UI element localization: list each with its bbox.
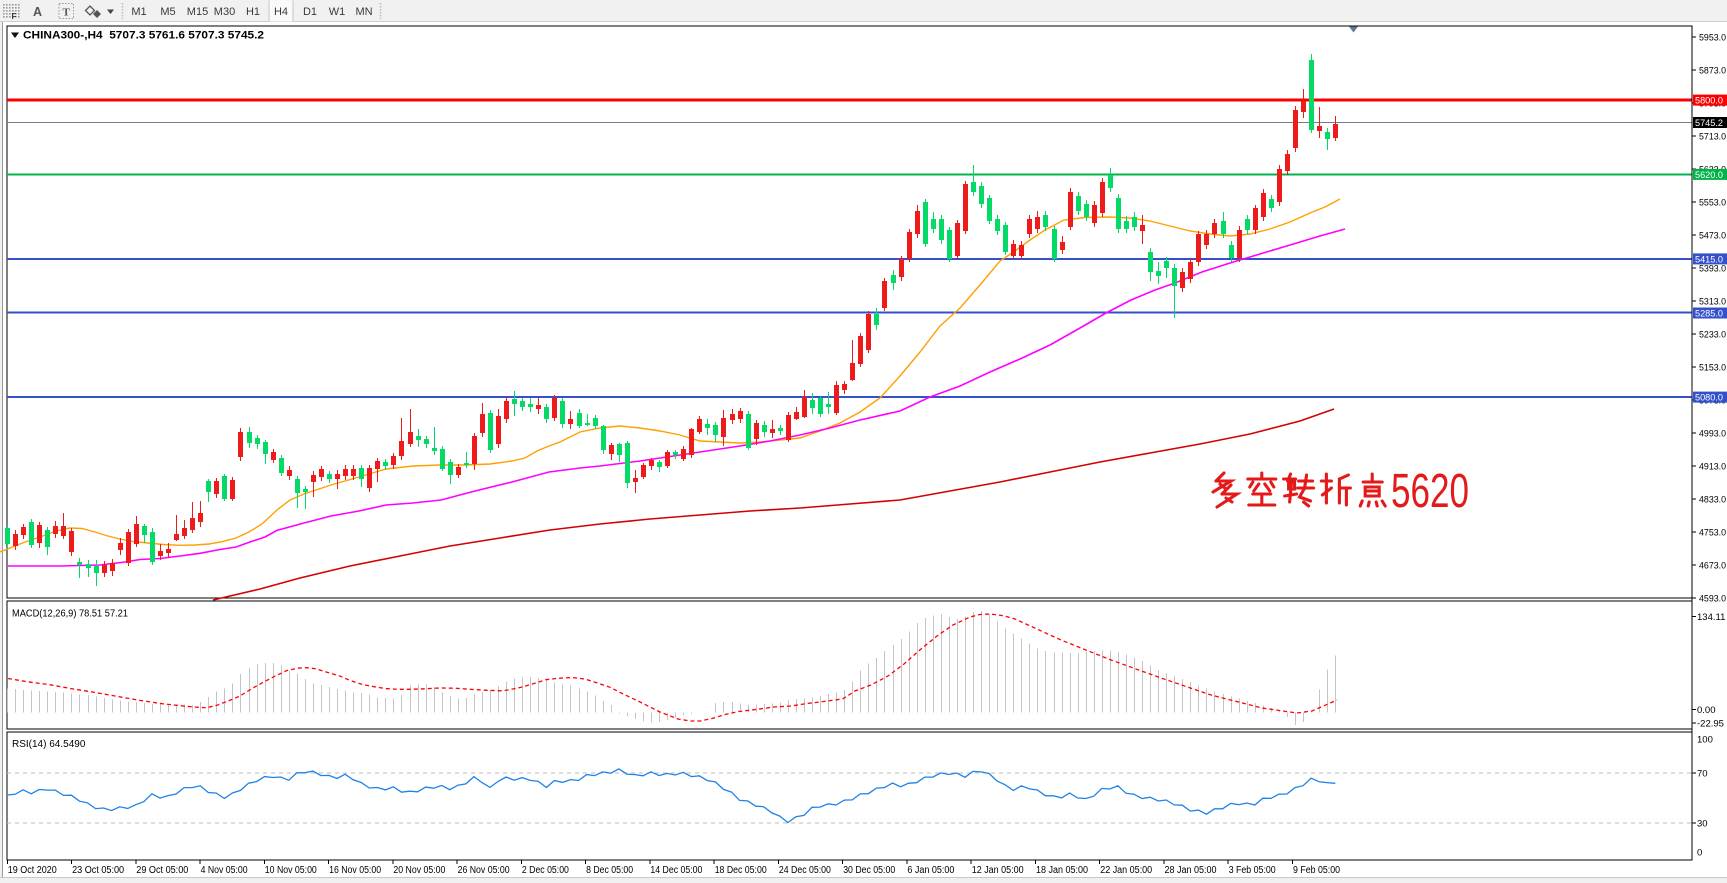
svg-text:12 Jan 05:00: 12 Jan 05:00 <box>972 865 1024 876</box>
svg-text:4593.0: 4593.0 <box>1699 594 1726 604</box>
svg-text:D1: D1 <box>303 6 317 18</box>
svg-text:A: A <box>33 5 42 19</box>
svg-text:19 Oct 2020: 19 Oct 2020 <box>8 865 57 876</box>
svg-text:4673.0: 4673.0 <box>1699 561 1726 571</box>
svg-text:4913.0: 4913.0 <box>1699 462 1726 472</box>
svg-text:W1: W1 <box>329 6 346 18</box>
svg-text:5620: 5620 <box>1391 464 1469 518</box>
svg-text:10 Nov 05:00: 10 Nov 05:00 <box>265 865 317 876</box>
svg-text:9 Feb 05:00: 9 Feb 05:00 <box>1293 865 1340 876</box>
svg-text:F: F <box>12 12 17 21</box>
svg-text:T: T <box>63 7 71 19</box>
svg-text:4993.0: 4993.0 <box>1699 429 1726 439</box>
svg-text:2 Dec 05:00: 2 Dec 05:00 <box>522 865 569 876</box>
svg-text:M5: M5 <box>160 6 175 18</box>
svg-text:H1: H1 <box>246 6 260 18</box>
svg-text:5393.0: 5393.0 <box>1699 264 1726 274</box>
svg-text:18 Jan 05:00: 18 Jan 05:00 <box>1036 865 1088 876</box>
svg-text:14 Dec 05:00: 14 Dec 05:00 <box>650 865 702 876</box>
svg-text:RSI(14) 64.5490: RSI(14) 64.5490 <box>12 739 86 750</box>
svg-text:CHINA300-,H4 5707.3 5761.6 57: CHINA300-,H4 5707.3 5761.6 5707.3 5745.2 <box>23 30 264 42</box>
svg-text:5800.0: 5800.0 <box>1695 96 1723 106</box>
svg-text:5233.0: 5233.0 <box>1699 330 1726 340</box>
svg-text:5553.0: 5553.0 <box>1699 198 1726 208</box>
svg-text:28 Jan 05:00: 28 Jan 05:00 <box>1165 865 1217 876</box>
svg-text:29 Oct 05:00: 29 Oct 05:00 <box>136 865 188 876</box>
svg-text:MN: MN <box>355 6 372 18</box>
svg-text:5953.0: 5953.0 <box>1699 33 1726 43</box>
svg-text:22 Jan 05:00: 22 Jan 05:00 <box>1100 865 1152 876</box>
svg-text:5080.0: 5080.0 <box>1695 393 1723 403</box>
svg-text:5873.0: 5873.0 <box>1699 66 1726 76</box>
svg-text:H4: H4 <box>274 6 288 18</box>
svg-text:-22.95: -22.95 <box>1697 719 1724 730</box>
svg-text:5745.2: 5745.2 <box>1695 118 1723 128</box>
svg-text:100: 100 <box>1697 735 1713 746</box>
svg-text:30: 30 <box>1697 819 1708 830</box>
svg-text:18 Dec 05:00: 18 Dec 05:00 <box>715 865 767 876</box>
svg-text:0.00: 0.00 <box>1697 705 1716 716</box>
svg-text:70: 70 <box>1697 769 1708 780</box>
svg-text:5153.0: 5153.0 <box>1699 363 1726 373</box>
svg-text:0: 0 <box>1697 848 1702 859</box>
svg-text:4753.0: 4753.0 <box>1699 528 1726 538</box>
svg-text:8 Dec 05:00: 8 Dec 05:00 <box>586 865 633 876</box>
svg-text:23 Oct 05:00: 23 Oct 05:00 <box>72 865 124 876</box>
svg-text:M15: M15 <box>187 6 208 18</box>
svg-text:4833.0: 4833.0 <box>1699 495 1726 505</box>
svg-text:5415.0: 5415.0 <box>1695 255 1723 265</box>
svg-text:5713.0: 5713.0 <box>1699 132 1726 142</box>
svg-text:24 Dec 05:00: 24 Dec 05:00 <box>779 865 831 876</box>
svg-text:134.11: 134.11 <box>1697 612 1725 623</box>
svg-text:16 Nov 05:00: 16 Nov 05:00 <box>329 865 381 876</box>
svg-text:MACD(12,26,9) 78.51 57.21: MACD(12,26,9) 78.51 57.21 <box>12 609 128 620</box>
svg-text:5620.0: 5620.0 <box>1695 170 1723 180</box>
svg-text:3 Feb 05:00: 3 Feb 05:00 <box>1229 865 1276 876</box>
svg-text:5313.0: 5313.0 <box>1699 297 1726 307</box>
svg-text:M30: M30 <box>214 6 235 18</box>
svg-text:26 Nov 05:00: 26 Nov 05:00 <box>458 865 510 876</box>
svg-text:30 Dec 05:00: 30 Dec 05:00 <box>843 865 895 876</box>
svg-text:4 Nov 05:00: 4 Nov 05:00 <box>201 865 248 876</box>
svg-text:5285.0: 5285.0 <box>1695 309 1723 319</box>
svg-text:20 Nov 05:00: 20 Nov 05:00 <box>393 865 445 876</box>
svg-text:M1: M1 <box>131 6 146 18</box>
svg-text:5473.0: 5473.0 <box>1699 231 1726 241</box>
svg-text:6 Jan 05:00: 6 Jan 05:00 <box>907 865 954 876</box>
